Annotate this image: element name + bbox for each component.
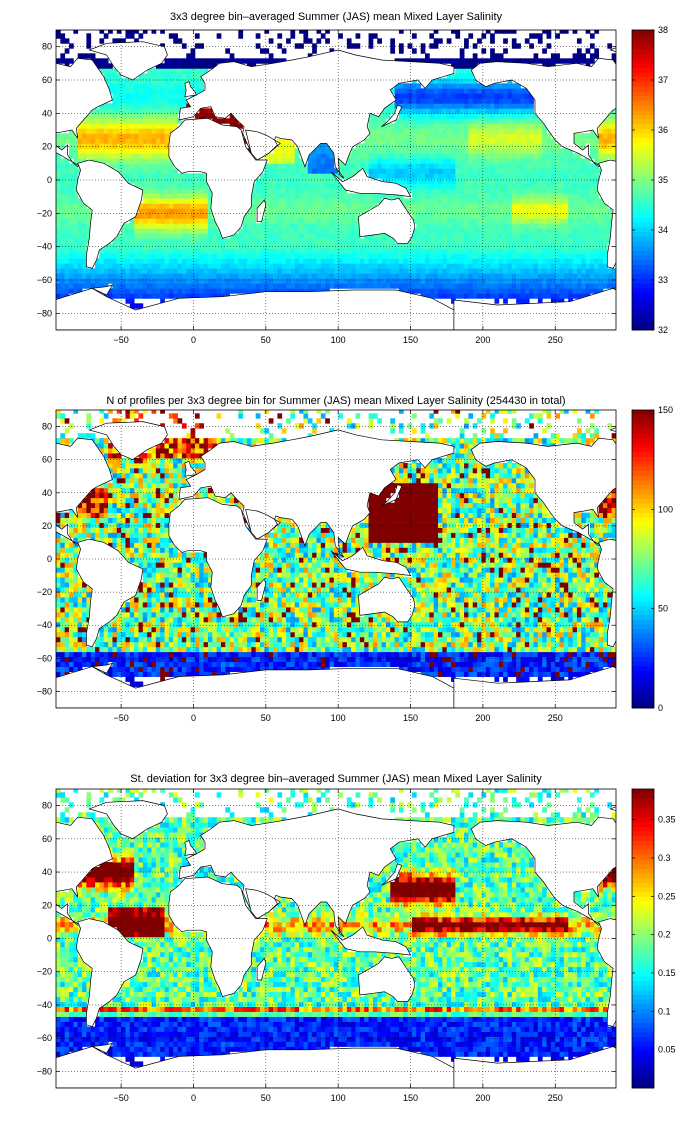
panel-title: St. deviation for 3x3 degree bin–average… [130, 773, 542, 785]
colorbar-tick-label: 0.3 [658, 853, 671, 863]
y-tick-label: 40 [42, 108, 52, 118]
y-tick-label: 60 [42, 455, 52, 465]
y-tick-label: 20 [42, 521, 52, 531]
panel-salinity-mean: 3x3 degree bin–averaged Summer (JAS) mea… [37, 11, 668, 345]
panel-title: 3x3 degree bin–averaged Summer (JAS) mea… [170, 11, 502, 23]
x-tick-label: 200 [475, 1093, 490, 1103]
x-tick-label: 0 [191, 713, 196, 723]
y-tick-label: −20 [37, 967, 52, 977]
panel-salinity-std: St. deviation for 3x3 degree bin–average… [37, 773, 676, 1103]
colorbar-tick-label: 36 [658, 125, 668, 135]
colorbar-tick-label: 0.15 [658, 968, 676, 978]
x-tick-label: 200 [475, 713, 490, 723]
colorbar: 32 33 34 35 36 37 38 [631, 25, 668, 335]
y-tick-label: −60 [37, 1033, 52, 1043]
x-tick-label: 100 [331, 1093, 346, 1103]
colorbar-tick-label: 50 [658, 604, 668, 614]
grid [56, 789, 616, 1088]
y-tick-label: 20 [42, 900, 52, 910]
x-tick-label: 250 [548, 335, 563, 345]
x-tick-label: −50 [113, 1093, 128, 1103]
y-tick-label: 40 [42, 867, 52, 877]
coastline [56, 41, 616, 330]
y-tick-label: −40 [37, 1000, 52, 1010]
colorbar-tick-label: 0.2 [658, 930, 671, 940]
colorbar-tick-label: 100 [658, 504, 673, 514]
y-tick-label: 0 [47, 554, 52, 564]
x-tick-label: 250 [548, 713, 563, 723]
colorbar-tick-label: 33 [658, 275, 668, 285]
colorbar-tick-label: 0.1 [658, 1006, 671, 1016]
y-tick-label: −20 [37, 208, 52, 218]
bin-layer [56, 30, 616, 309]
y-tick-label: −60 [37, 653, 52, 663]
x-tick-label: 150 [403, 713, 418, 723]
colorbar-tick-label: 38 [658, 25, 668, 35]
colorbar: 0.05 0.1 0.15 0.2 0.25 0.3 0.35 [631, 788, 676, 1089]
x-tick-label: −50 [113, 335, 128, 345]
x-tick-label: 100 [331, 335, 346, 345]
grid [56, 30, 616, 330]
y-tick-label: −80 [37, 686, 52, 696]
bin-layer [56, 410, 616, 687]
x-tick-label: 150 [403, 1093, 418, 1103]
y-tick-label: 20 [42, 142, 52, 152]
y-tick-label: −80 [37, 308, 52, 318]
y-tick-label: 0 [47, 175, 52, 185]
x-tick-label: 0 [191, 1093, 196, 1103]
bin-layer [56, 789, 616, 1067]
grid [56, 410, 616, 708]
colorbar-tick-label: 34 [658, 225, 668, 235]
x-tick-label: 200 [475, 335, 490, 345]
colorbar-tick-label: 35 [658, 175, 668, 185]
colorbar-tick-label: 0.05 [658, 1045, 676, 1055]
x-tick-label: 50 [261, 335, 271, 345]
y-tick-label: 0 [47, 934, 52, 944]
panel-title: N of profiles per 3x3 degree bin for Sum… [106, 395, 565, 407]
colorbar-tick-label: 0.35 [658, 815, 676, 825]
y-tick-label: 60 [42, 75, 52, 85]
coastline [56, 800, 616, 1088]
x-tick-label: 100 [331, 713, 346, 723]
colorbar-tick-label: 0.25 [658, 891, 676, 901]
colorbar: 0 50 100 150 [631, 405, 673, 713]
y-tick-label: −40 [37, 620, 52, 630]
x-tick-label: 250 [548, 1093, 563, 1103]
y-tick-label: −20 [37, 587, 52, 597]
colorbar-tick-label: 37 [658, 75, 668, 85]
x-tick-label: 50 [261, 1093, 271, 1103]
x-tick-label: 150 [403, 335, 418, 345]
y-tick-label: 60 [42, 834, 52, 844]
x-tick-label: 0 [191, 335, 196, 345]
y-tick-label: −60 [37, 275, 52, 285]
y-tick-label: 80 [42, 801, 52, 811]
y-tick-label: 40 [42, 488, 52, 498]
colorbar-tick-label: 0 [658, 703, 663, 713]
x-tick-label: 50 [261, 713, 271, 723]
y-tick-label: −80 [37, 1066, 52, 1076]
panel-profile-count: N of profiles per 3x3 degree bin for Sum… [37, 395, 673, 723]
y-tick-label: −40 [37, 242, 52, 252]
y-tick-label: 80 [42, 42, 52, 52]
y-tick-label: 80 [42, 422, 52, 432]
colorbar-tick-label: 32 [658, 325, 668, 335]
colorbar-tick-label: 150 [658, 405, 673, 415]
x-tick-label: −50 [113, 713, 128, 723]
